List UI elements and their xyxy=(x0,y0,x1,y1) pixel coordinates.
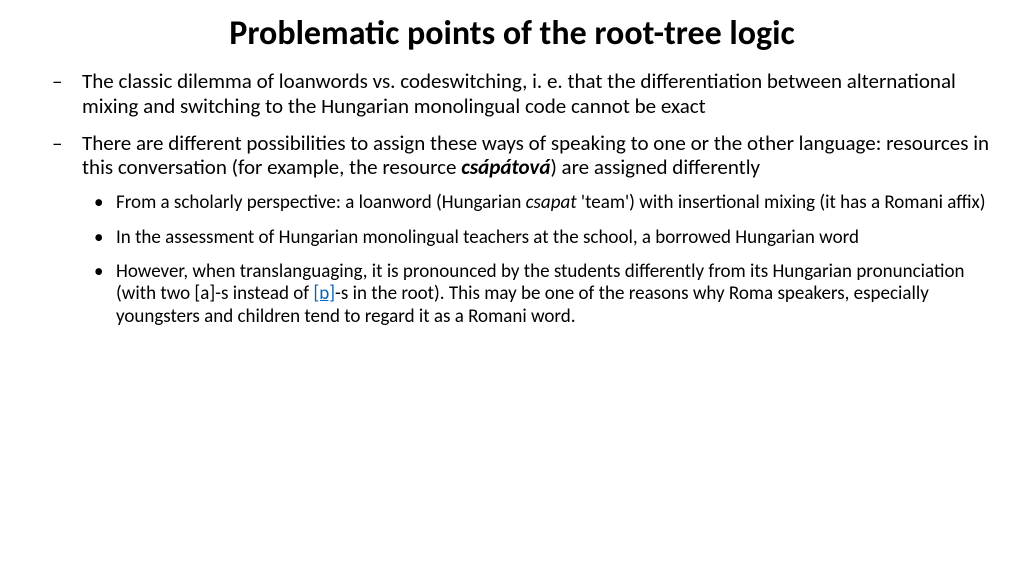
sub-bullet-1: From a scholarly perspective: a loanword… xyxy=(116,192,996,214)
resource-word: csápátová xyxy=(461,154,550,180)
sub-text-b: 'team') with insertional mixing (it has … xyxy=(577,191,986,214)
bullet-item-2: There are different possibilities to ass… xyxy=(82,131,996,329)
phoneme-link[interactable]: [ɒ] xyxy=(313,282,335,305)
sub-bullet-3: However, when translanguaging, it is pro… xyxy=(116,261,996,328)
slide: Problematic points of the root-tree logi… xyxy=(0,0,1024,576)
bullet-text: The classic dilemma of loanwords vs. cod… xyxy=(82,68,956,119)
hungarian-word: csapat xyxy=(526,191,577,214)
sub-bullet-list: From a scholarly perspective: a loanword… xyxy=(82,192,996,328)
bullet-text-b: ) are assigned differently xyxy=(550,154,760,180)
sub-bullet-2: In the assessment of Hungarian monolingu… xyxy=(116,227,996,249)
sub-text: In the assessment of Hungarian monolingu… xyxy=(116,226,859,249)
slide-title: Problematic points of the root-tree logi… xyxy=(28,14,996,53)
bullet-list: The classic dilemma of loanwords vs. cod… xyxy=(28,69,996,328)
bullet-item-1: The classic dilemma of loanwords vs. cod… xyxy=(82,69,996,119)
sub-text-a: From a scholarly perspective: a loanword… xyxy=(116,191,526,214)
